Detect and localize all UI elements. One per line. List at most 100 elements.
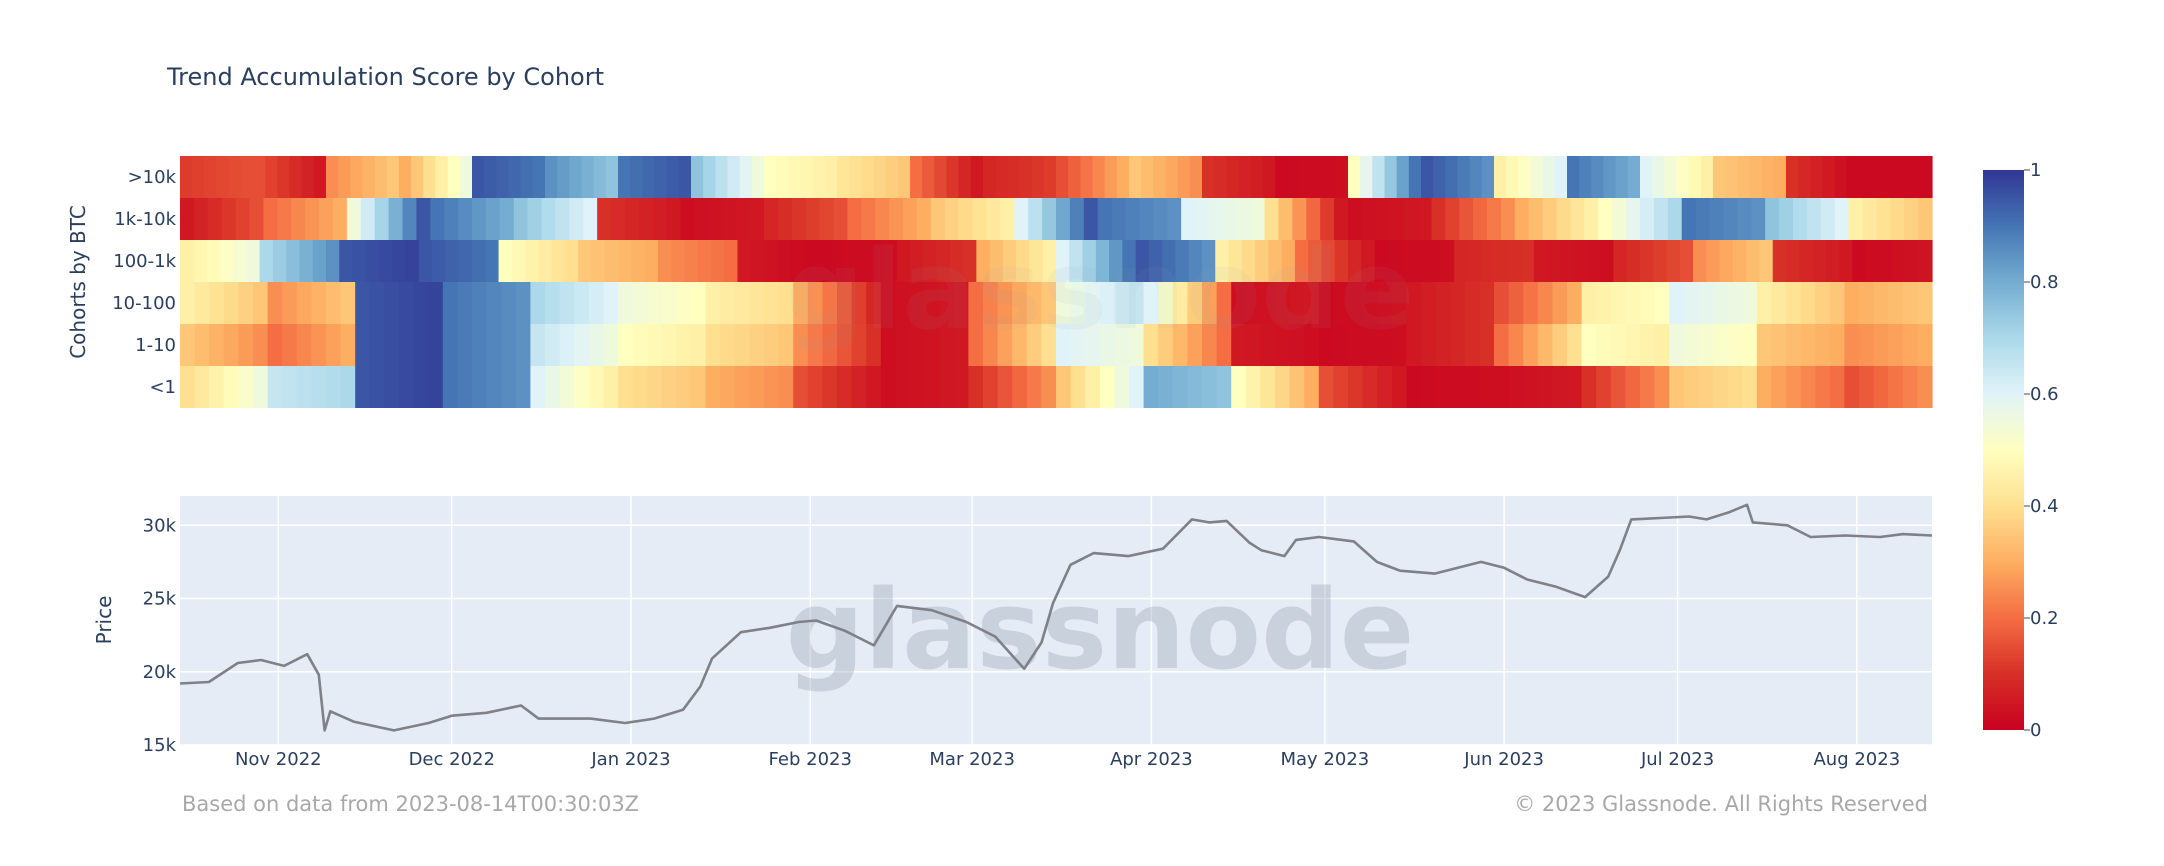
heatmap-cell xyxy=(618,324,634,366)
heatmap-cell xyxy=(1681,198,1697,240)
heatmap-cell xyxy=(1904,198,1919,240)
heatmap-cell xyxy=(1586,240,1601,282)
heatmap-cell xyxy=(1334,240,1349,282)
heatmap-cell xyxy=(405,240,420,282)
heatmap-cell xyxy=(1099,324,1115,366)
heatmap-cell xyxy=(1427,240,1442,282)
heatmap-cell xyxy=(1727,282,1743,324)
heatmap-y-tick: 1-10 xyxy=(135,335,176,356)
heatmap-cell xyxy=(305,198,320,240)
heatmap-cell xyxy=(1189,156,1203,198)
heatmap-cell xyxy=(1683,366,1699,408)
heatmap-cell xyxy=(458,240,473,282)
heatmap-cell xyxy=(238,282,254,324)
heatmap-cell xyxy=(296,366,312,408)
heatmap-cell xyxy=(423,156,437,198)
heatmap-cell xyxy=(369,282,385,324)
heatmap-cell xyxy=(1216,366,1232,408)
heatmap-cell xyxy=(777,198,793,240)
heatmap-cell xyxy=(1245,282,1261,324)
heatmap-cell xyxy=(1520,240,1535,282)
heatmap-cell xyxy=(822,366,838,408)
heatmap-cell xyxy=(530,282,546,324)
heatmap-cell xyxy=(326,324,342,366)
heatmap-cell xyxy=(1195,198,1210,240)
heatmap-cell xyxy=(822,282,838,324)
heatmap-cell xyxy=(1627,156,1641,198)
heatmap xyxy=(180,156,1933,408)
heatmap-cell xyxy=(1175,240,1190,282)
heatmap-cell xyxy=(340,324,356,366)
heatmap-cell xyxy=(1374,240,1389,282)
heatmap-cell xyxy=(1506,156,1519,198)
heatmap-cell xyxy=(1289,366,1305,408)
heatmap-cell xyxy=(272,240,287,282)
heatmap-cell xyxy=(1709,198,1725,240)
heatmap-cell xyxy=(1771,366,1787,408)
heatmap-cell xyxy=(597,198,612,240)
heatmap-cell xyxy=(1873,282,1889,324)
heatmap-cell xyxy=(399,324,415,366)
price-line xyxy=(179,503,1933,732)
heatmap-cell xyxy=(1698,324,1714,366)
heatmap-cell xyxy=(1773,156,1787,198)
heatmap-cell xyxy=(694,198,709,240)
price-gridlines xyxy=(180,496,1932,746)
price-y-tick: 20k xyxy=(143,662,177,683)
heatmap-cell xyxy=(1104,156,1118,198)
heatmap-cell xyxy=(1289,282,1305,324)
heatmap-y-tick: 10-100 xyxy=(112,293,176,314)
heatmap-cell xyxy=(1584,198,1599,240)
heatmap-cell xyxy=(1859,156,1872,198)
heatmap-cell xyxy=(1806,198,1822,240)
heatmap-cell xyxy=(997,324,1013,366)
heatmap-cell xyxy=(1464,366,1480,408)
heatmap-cell xyxy=(671,240,685,282)
heatmap-cell xyxy=(1056,198,1071,240)
heatmap-cell xyxy=(676,324,692,366)
heatmap-cell xyxy=(946,156,960,198)
heatmap-cell xyxy=(1406,282,1422,324)
heatmap-cell xyxy=(1214,156,1227,198)
heatmap-cell xyxy=(1245,324,1261,366)
heatmap-cell xyxy=(1846,156,1860,198)
heatmap-cell xyxy=(1742,282,1758,324)
heatmap-cell xyxy=(340,282,356,324)
heatmap-cell xyxy=(1800,366,1816,408)
heatmap-cell xyxy=(445,240,460,282)
heatmap-cell xyxy=(1389,198,1405,240)
heatmap-cell xyxy=(1688,156,1702,198)
heatmap-cell xyxy=(240,156,254,198)
heatmap-cell xyxy=(895,324,911,366)
heatmap-cell xyxy=(1158,324,1174,366)
heatmap-cell xyxy=(1799,240,1814,282)
heatmap-cell xyxy=(1596,366,1612,408)
heatmap-cell xyxy=(1070,324,1086,366)
heatmap-cell xyxy=(1172,282,1188,324)
watermark-lower: glassnode xyxy=(786,566,1415,694)
heatmap-cell xyxy=(1654,324,1670,366)
heatmap-cell xyxy=(1494,240,1508,282)
heatmap-cell xyxy=(418,240,433,282)
heatmap-cell xyxy=(1095,240,1110,282)
heatmap-y-ticks: >10k 1k-10k 100-1k 10-100 1-10 <1 xyxy=(112,167,176,398)
heatmap-cell xyxy=(1713,282,1729,324)
heatmap-cell xyxy=(764,324,780,366)
heatmap-cell xyxy=(983,156,996,198)
heatmap-cell xyxy=(472,366,488,408)
heatmap-cell xyxy=(1918,240,1933,282)
colorbar-tick: 0.4 xyxy=(2030,496,2059,517)
heatmap-cell xyxy=(837,366,853,408)
heatmap-cell xyxy=(209,282,225,324)
heatmap-cell xyxy=(1518,156,1532,198)
footer-copyright: © 2023 Glassnode. All Rights Reserved xyxy=(1514,792,1928,816)
heatmap-cell xyxy=(1876,198,1891,240)
heatmap-cell xyxy=(362,156,376,198)
heatmap-cell xyxy=(311,366,327,408)
heatmap-cell xyxy=(1085,282,1101,324)
heatmap-cell xyxy=(1888,366,1904,408)
heatmap-cell xyxy=(194,282,210,324)
heatmap-cell xyxy=(442,282,458,324)
heatmap-cell xyxy=(1109,240,1123,282)
heatmap-cell xyxy=(1202,156,1215,198)
